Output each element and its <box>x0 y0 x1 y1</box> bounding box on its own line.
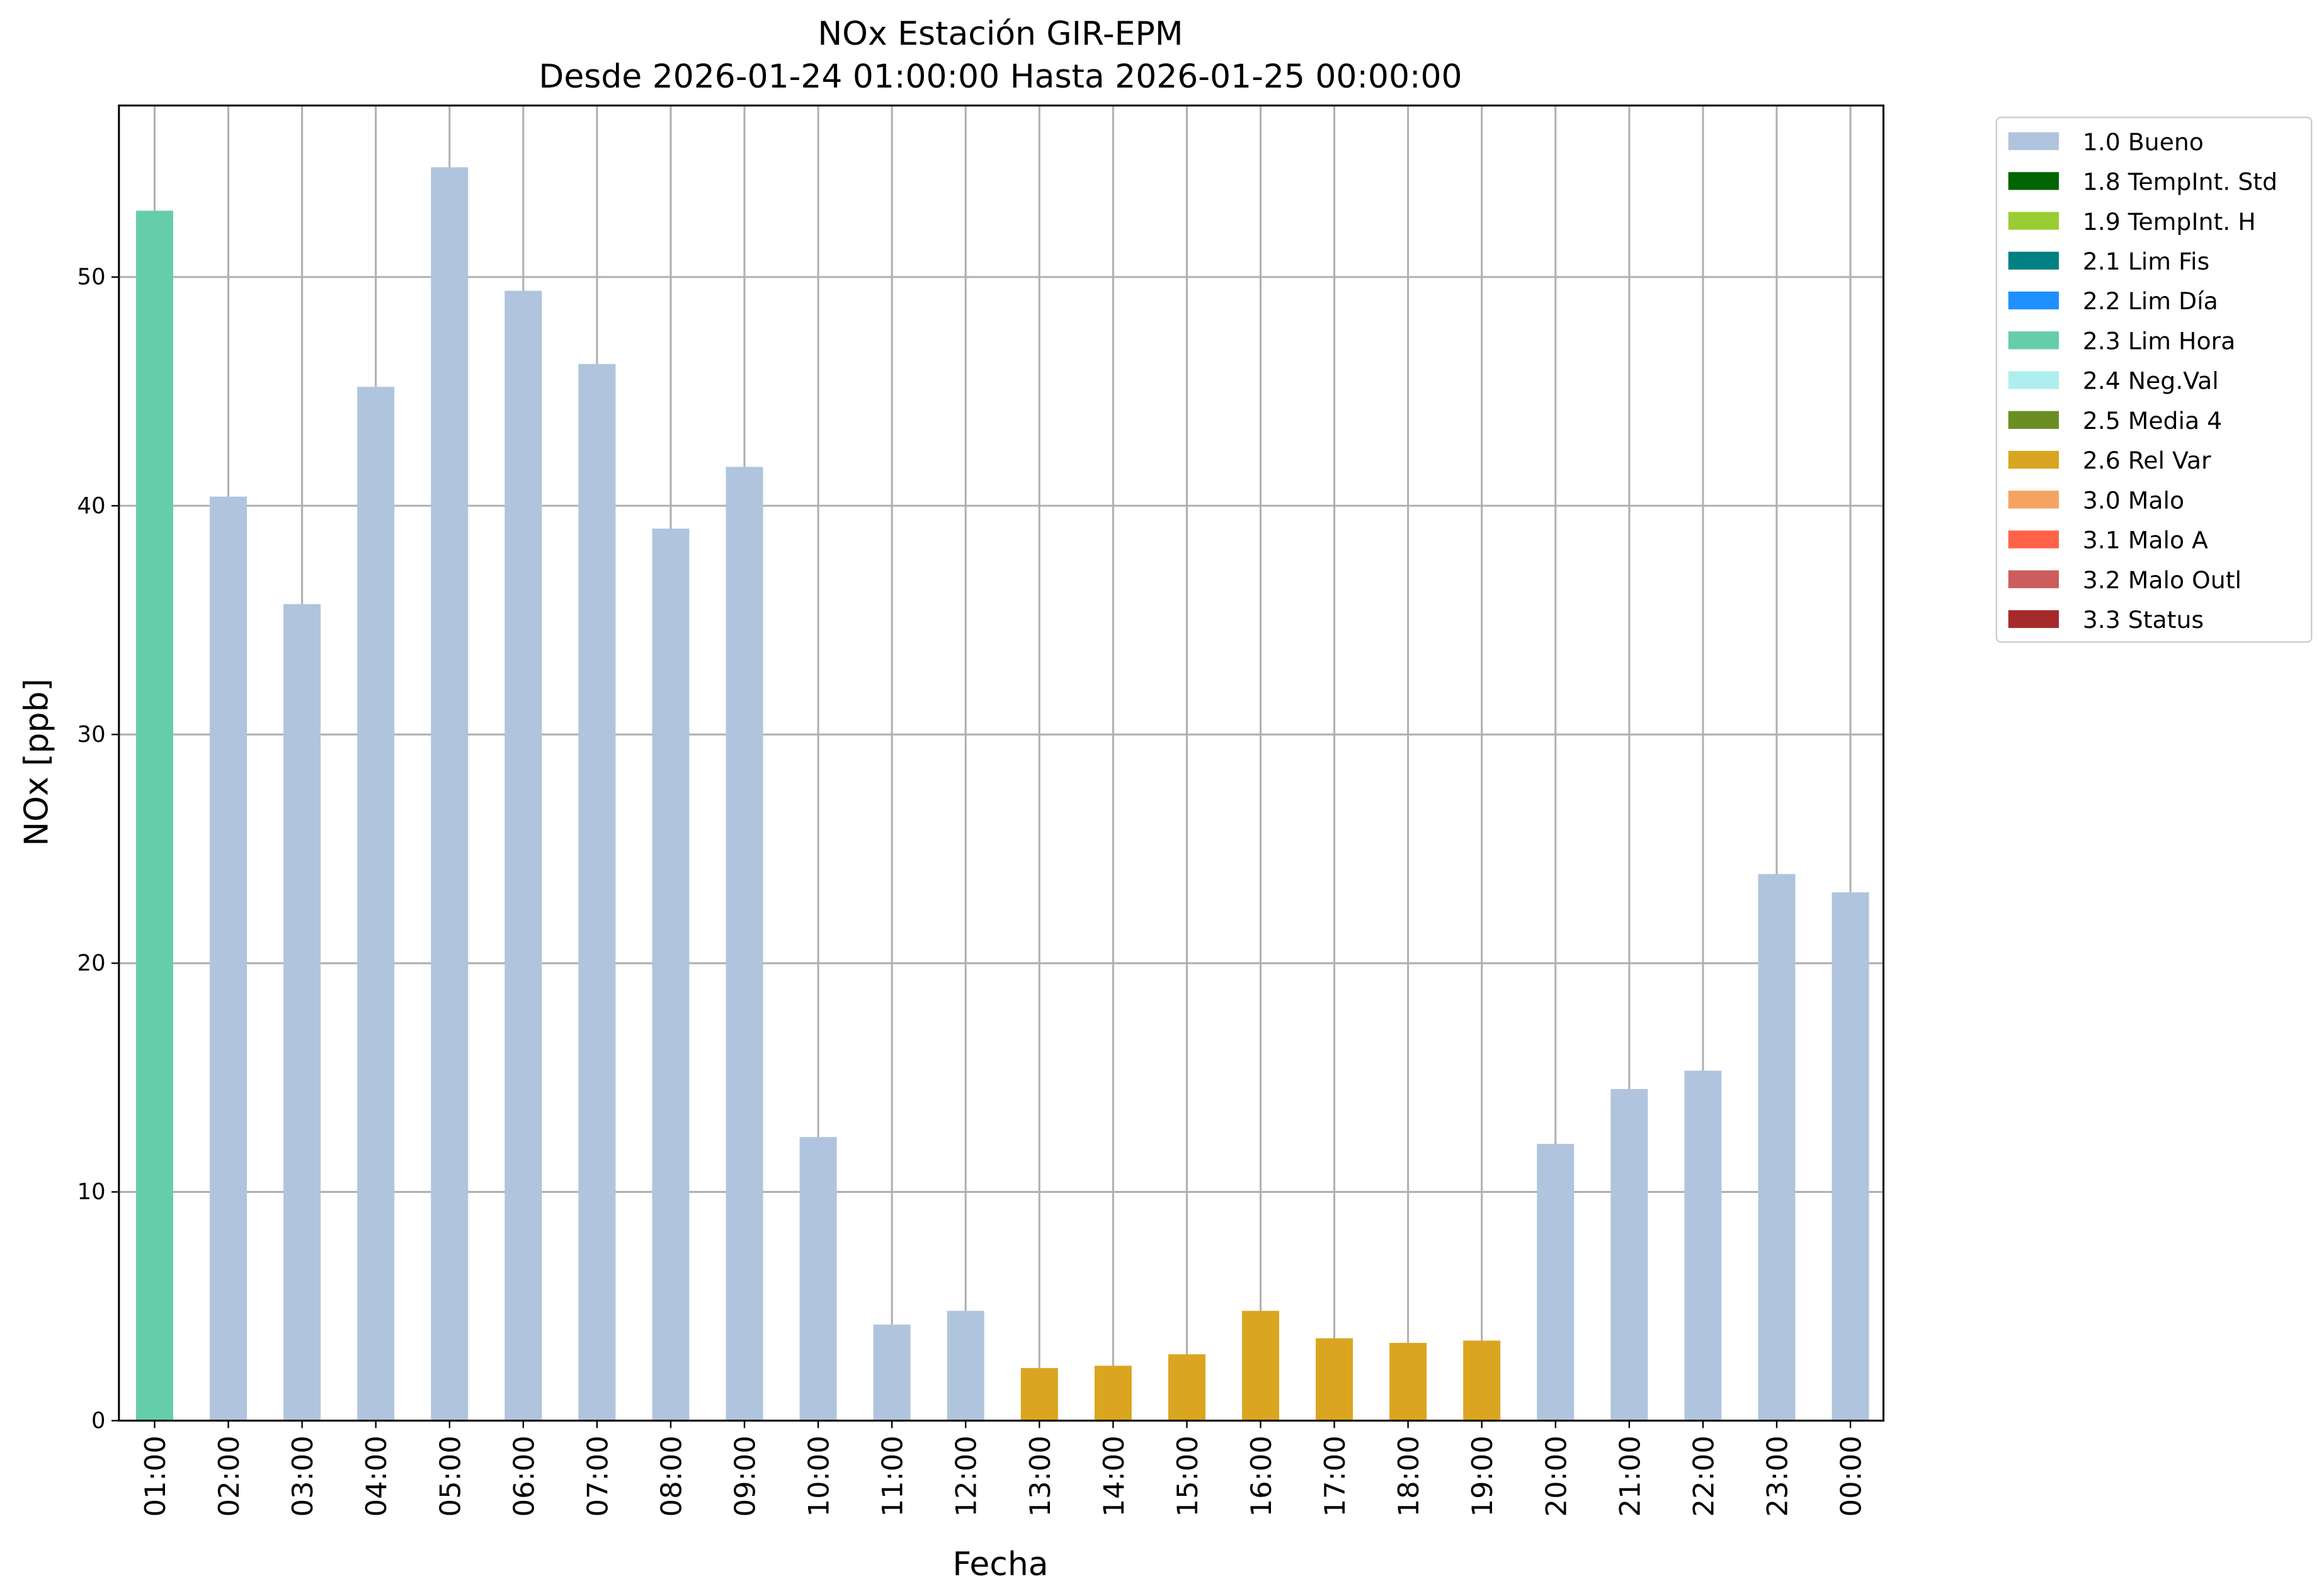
x-tick-label: 19:00 <box>1466 1435 1499 1517</box>
x-tick-label: 05:00 <box>433 1435 467 1517</box>
legend-entry: 1.9 TempInt. H <box>2083 208 2256 236</box>
legend-entry: 2.4 Neg.Val <box>2083 367 2219 395</box>
bar <box>1463 1340 1501 1421</box>
bar <box>578 363 616 1421</box>
bar <box>1832 892 1869 1421</box>
bar <box>504 290 542 1421</box>
y-tick-label: 40 <box>77 493 106 519</box>
bar <box>1316 1338 1353 1421</box>
bar <box>1168 1354 1205 1421</box>
legend-entry: 2.2 Lim Día <box>2083 287 2218 315</box>
legend-entry: 3.0 Malo <box>2083 486 2184 514</box>
legend-entry: 1.8 TempInt. Std <box>2083 168 2277 196</box>
x-tick-label: 20:00 <box>1539 1435 1573 1517</box>
bar <box>357 387 395 1421</box>
x-tick-label: 22:00 <box>1687 1435 1720 1517</box>
legend-entry: 2.3 Lim Hora <box>2083 327 2236 355</box>
bar <box>135 210 173 1421</box>
x-tick-label: 12:00 <box>950 1435 983 1517</box>
x-tick-label: 13:00 <box>1023 1435 1057 1517</box>
legend-box <box>1995 117 2313 643</box>
y-tick-label: 30 <box>77 722 106 748</box>
legend-entry: 2.5 Media 4 <box>2083 407 2222 435</box>
x-axis-label: Fecha <box>952 1546 1048 1583</box>
x-tick-label: 08:00 <box>654 1435 688 1517</box>
bar <box>431 167 469 1421</box>
legend-swatch <box>2008 450 2059 469</box>
x-tick-label: 09:00 <box>729 1435 762 1517</box>
x-tick-label: 06:00 <box>507 1435 540 1517</box>
bar <box>873 1325 911 1421</box>
plot-frame <box>118 104 1884 1422</box>
x-tick-label: 17:00 <box>1318 1435 1352 1517</box>
x-tick-label: 23:00 <box>1760 1435 1794 1517</box>
bar <box>799 1137 837 1421</box>
x-tick-label: 16:00 <box>1245 1435 1278 1517</box>
bar <box>283 604 321 1421</box>
legend-entry: 3.2 Malo Outl <box>2083 566 2242 594</box>
x-tick-label: 04:00 <box>360 1435 393 1517</box>
legend-swatch <box>2008 491 2059 509</box>
legend-swatch <box>2008 251 2059 270</box>
bar <box>652 528 690 1421</box>
x-tick-label: 01:00 <box>139 1435 172 1517</box>
x-tick-label: 15:00 <box>1171 1435 1204 1517</box>
legend-entry: 3.1 Malo A <box>2083 527 2208 554</box>
legend-entry: 2.6 Rel Var <box>2083 447 2211 474</box>
legend-swatch <box>2008 331 2059 350</box>
legend-swatch <box>2008 570 2059 588</box>
bar <box>726 467 763 1421</box>
y-axis-label: NOx [ppb] <box>18 678 56 846</box>
y-tick-label: 20 <box>77 950 106 976</box>
legend-entry: 3.3 Status <box>2083 606 2204 634</box>
legend-swatch <box>2008 212 2059 230</box>
bar <box>1389 1343 1427 1421</box>
bar <box>1610 1089 1648 1421</box>
y-tick-label: 50 <box>77 265 106 290</box>
y-axis-ticks: 0 10 20 30 40 50 <box>77 265 119 1434</box>
x-tick-label: 07:00 <box>581 1435 614 1517</box>
x-axis-ticks: 01:00 02:00 03:00 04:00 05:00 06:00 07:00 08:00… <box>139 1420 1868 1517</box>
x-tick-label: 18:00 <box>1392 1435 1425 1517</box>
bars-group <box>135 167 1869 1421</box>
legend-swatch <box>2008 132 2059 151</box>
x-tick-label: 21:00 <box>1613 1435 1646 1517</box>
x-tick-label: 00:00 <box>1835 1435 1868 1517</box>
legend-entry: 1.0 Bueno <box>2083 128 2204 156</box>
legend-swatch <box>2008 530 2059 549</box>
bar <box>210 496 248 1421</box>
legend-swatch <box>2008 371 2059 389</box>
bar <box>1020 1368 1058 1421</box>
chart-subtitle: Desde 2026-01-24 01:00:00 Hasta 2026-01-… <box>538 58 1462 96</box>
legend-swatch <box>2008 291 2059 310</box>
legend-items: 1.0 Bueno 1.8 TempInt. Std 1.9 TempInt. H 2… <box>2008 128 2277 634</box>
x-tick-label: 11:00 <box>876 1435 909 1517</box>
bar <box>1537 1144 1575 1421</box>
y-tick-label: 10 <box>77 1179 106 1205</box>
bar <box>1241 1311 1280 1421</box>
x-tick-label: 03:00 <box>286 1435 319 1517</box>
legend-swatch <box>2008 411 2059 429</box>
legend-swatch <box>2008 610 2059 629</box>
x-tick-label: 02:00 <box>212 1435 246 1517</box>
bar <box>1758 874 1796 1421</box>
legend-swatch <box>2008 172 2059 190</box>
chart-title: NOx Estación GIR-EPM <box>818 15 1183 53</box>
bar <box>947 1311 984 1421</box>
bar <box>1094 1365 1132 1421</box>
y-tick-label: 0 <box>91 1408 106 1434</box>
legend: 1.0 Bueno 1.8 TempInt. Std 1.9 TempInt. H 2… <box>1995 117 2313 643</box>
bar <box>1684 1070 1722 1421</box>
legend-entry: 2.1 Lim Fis <box>2083 248 2209 275</box>
x-tick-label: 10:00 <box>802 1435 836 1517</box>
x-tick-label: 14:00 <box>1097 1435 1131 1517</box>
